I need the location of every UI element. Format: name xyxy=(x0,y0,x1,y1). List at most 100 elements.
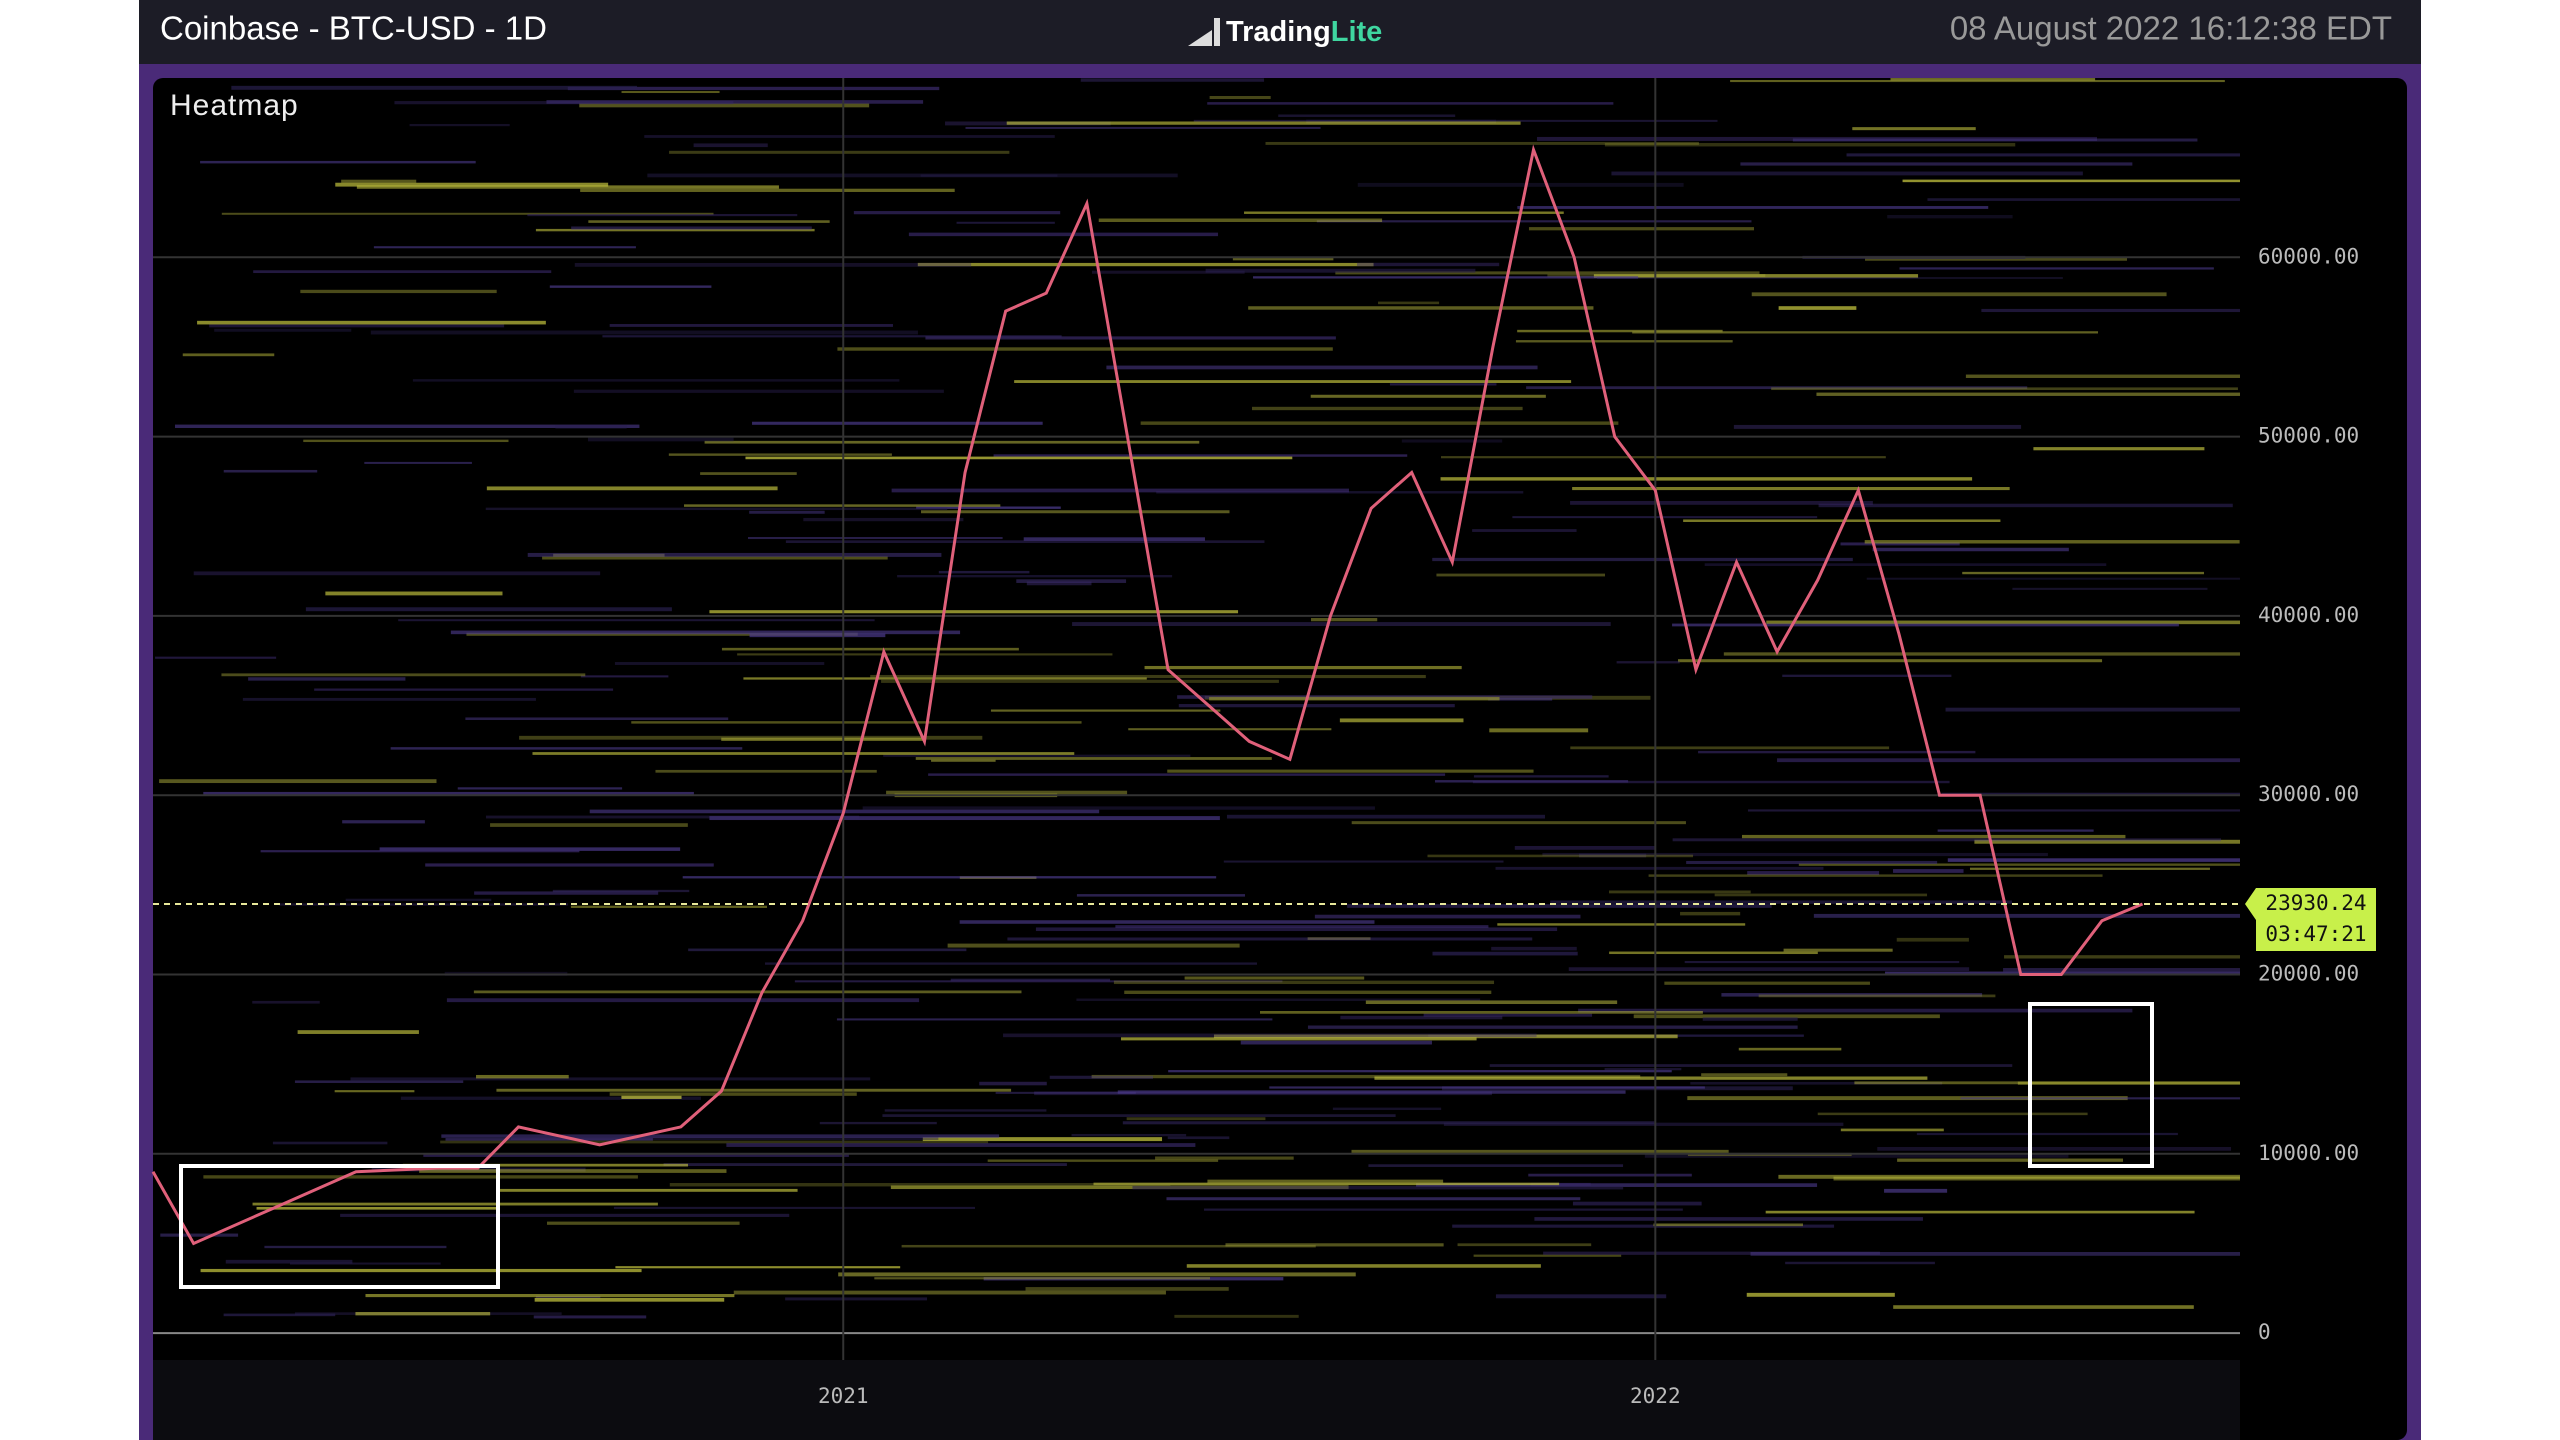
heatmap-streak xyxy=(570,905,768,908)
heatmap-streak xyxy=(1677,659,2103,663)
heatmap-streak xyxy=(1611,171,2083,176)
heatmap-streak xyxy=(647,173,1178,178)
price-tag xyxy=(2245,888,2376,952)
heatmap-streak xyxy=(1778,306,1857,310)
heatmap-streak xyxy=(1747,871,1880,875)
heatmap-streak xyxy=(200,160,476,164)
heatmap-streak xyxy=(1750,1252,2240,1256)
heatmap-streak xyxy=(1766,620,2240,625)
heatmap-streak xyxy=(549,285,712,288)
heatmap-streak xyxy=(1570,746,1890,750)
heatmap-streak xyxy=(1937,829,2094,832)
heatmap-streak xyxy=(1813,913,2240,918)
heatmap-streak xyxy=(1091,1074,1641,1079)
heatmap-streak xyxy=(1120,1037,1477,1041)
heatmap-streak xyxy=(214,328,352,332)
heatmap-streak xyxy=(1144,665,1462,670)
heatmap-streak xyxy=(621,91,720,94)
brand-accent: Lite xyxy=(1331,16,1383,48)
heatmap-streak xyxy=(209,324,505,328)
heatmap-streak xyxy=(1014,380,1572,383)
heatmap-streak xyxy=(764,962,1257,965)
heatmap-streak xyxy=(688,948,967,952)
heatmap-streak xyxy=(785,540,1265,543)
heatmap-streak xyxy=(1378,301,1440,305)
heatmap-streak xyxy=(1960,1097,2240,1100)
heatmap-streak xyxy=(1225,1243,1444,1247)
heatmap-streak xyxy=(921,510,1230,514)
highlight-box xyxy=(179,1164,500,1289)
heatmap-streak xyxy=(364,461,472,464)
heatmap-streak xyxy=(574,262,972,267)
heatmap-streak xyxy=(1174,1314,1299,1318)
heatmap-streak xyxy=(1568,967,1970,971)
heatmap-streak xyxy=(931,759,996,762)
heatmap-streak xyxy=(1436,573,1606,577)
heatmap-streak xyxy=(794,980,1283,983)
heatmap-streak xyxy=(615,1266,901,1269)
heatmap-streak xyxy=(1771,387,2238,391)
heatmap-streak xyxy=(373,246,636,249)
heatmap-streak xyxy=(947,943,1240,948)
heatmap-streak xyxy=(1644,1153,2069,1158)
heatmap-streak xyxy=(1416,1183,1818,1187)
heatmap-streak xyxy=(203,1175,638,1179)
panel-title: Heatmap xyxy=(170,89,299,122)
heatmap-streak xyxy=(1741,834,2126,839)
heatmap-streak xyxy=(580,188,955,192)
heatmap-streak xyxy=(700,472,797,475)
heatmap-streak xyxy=(1427,854,1694,858)
heatmap-streak xyxy=(588,220,830,223)
heatmap-streak xyxy=(1023,537,1205,541)
heatmap-streak xyxy=(995,1091,1136,1094)
heatmap-streak xyxy=(1515,340,1733,343)
heatmap-streak xyxy=(1489,1064,2013,1067)
heatmap-streak xyxy=(253,270,552,274)
heatmap-streak xyxy=(174,424,640,428)
heatmap-streak xyxy=(1472,780,1950,784)
heatmap-streak xyxy=(1166,1197,1581,1201)
heatmap-streak xyxy=(1113,980,1495,985)
heatmap-streak xyxy=(1817,1112,2088,1116)
x-tick-label: 2021 xyxy=(818,1384,869,1408)
heatmap-streak xyxy=(1902,179,2240,183)
heatmap-streak xyxy=(1357,262,1500,267)
heatmap-streak xyxy=(231,85,638,90)
heatmap-streak xyxy=(1528,227,1755,231)
heatmap-streak xyxy=(1981,308,2240,313)
heatmap-streak xyxy=(1945,707,2240,712)
y-tick-label: 30000.00 xyxy=(2258,782,2359,806)
price-tag-label: 23930.24 xyxy=(2265,891,2366,915)
heatmap-streak xyxy=(1572,1201,1702,1206)
heatmap-streak xyxy=(908,232,1219,237)
heatmap-streak xyxy=(533,1315,647,1319)
heatmap-streak xyxy=(496,1088,1012,1092)
heatmap-streak xyxy=(1941,792,2240,795)
heatmap-streak xyxy=(1340,1015,1503,1020)
heatmap-streak xyxy=(1783,948,1893,952)
heatmap-streak xyxy=(917,262,1374,267)
heatmap-streak xyxy=(669,1183,1171,1187)
heatmap-streak xyxy=(959,920,1375,924)
heatmap-streak xyxy=(1702,1017,1798,1021)
heatmap-streak xyxy=(1798,863,2240,866)
heatmap-streak xyxy=(555,425,627,429)
heatmap-streak xyxy=(534,1297,725,1302)
heatmap-streak xyxy=(1579,853,1647,858)
heatmap-streak xyxy=(897,574,1173,578)
heatmap-streak xyxy=(532,752,1075,755)
heatmap-streak xyxy=(1866,577,2240,580)
heatmap-streak xyxy=(465,717,729,721)
heatmap-streak xyxy=(1035,927,1558,932)
heatmap-streak xyxy=(1633,1014,1940,1019)
heatmap-streak xyxy=(440,1140,989,1144)
heatmap-streak xyxy=(242,697,536,701)
heatmap-streak xyxy=(2012,587,2208,590)
heatmap-streak xyxy=(2004,955,2240,959)
heatmap-streak xyxy=(547,1221,740,1225)
heatmap-streak xyxy=(1778,1174,2240,1179)
heatmap-streak xyxy=(745,456,1293,460)
heatmap-streak xyxy=(1209,697,1500,701)
heatmap-streak xyxy=(1132,1185,1624,1190)
heatmap-streak xyxy=(1314,914,1581,919)
